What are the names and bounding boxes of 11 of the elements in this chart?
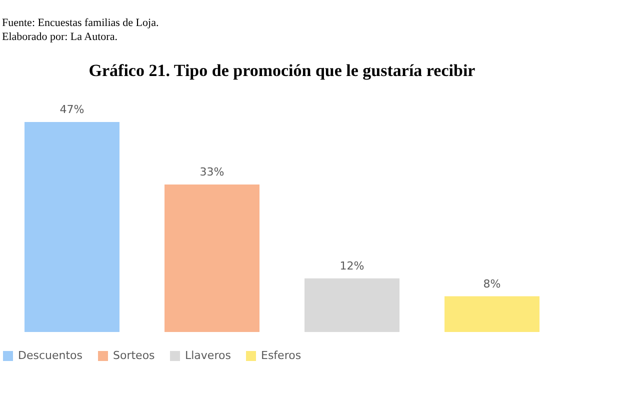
legend-label: Esferos bbox=[261, 349, 302, 362]
legend-label: Sorteos bbox=[113, 349, 156, 362]
data-label: 12% bbox=[340, 259, 364, 272]
legend-label: Descuentos bbox=[18, 349, 83, 362]
text: Elaborado por: La Autora. bbox=[2, 31, 118, 43]
legend-label: Llaveros bbox=[185, 349, 232, 362]
data-label: 33% bbox=[200, 166, 224, 179]
data-label: 8% bbox=[483, 277, 501, 290]
data-label: 47% bbox=[60, 103, 84, 116]
source-note: Fuente: Encuestas familias de Loja. bbox=[2, 17, 159, 29]
chart-title: Gráfico 21. Tipo de promoción que le gustaría recibir bbox=[88, 61, 476, 80]
